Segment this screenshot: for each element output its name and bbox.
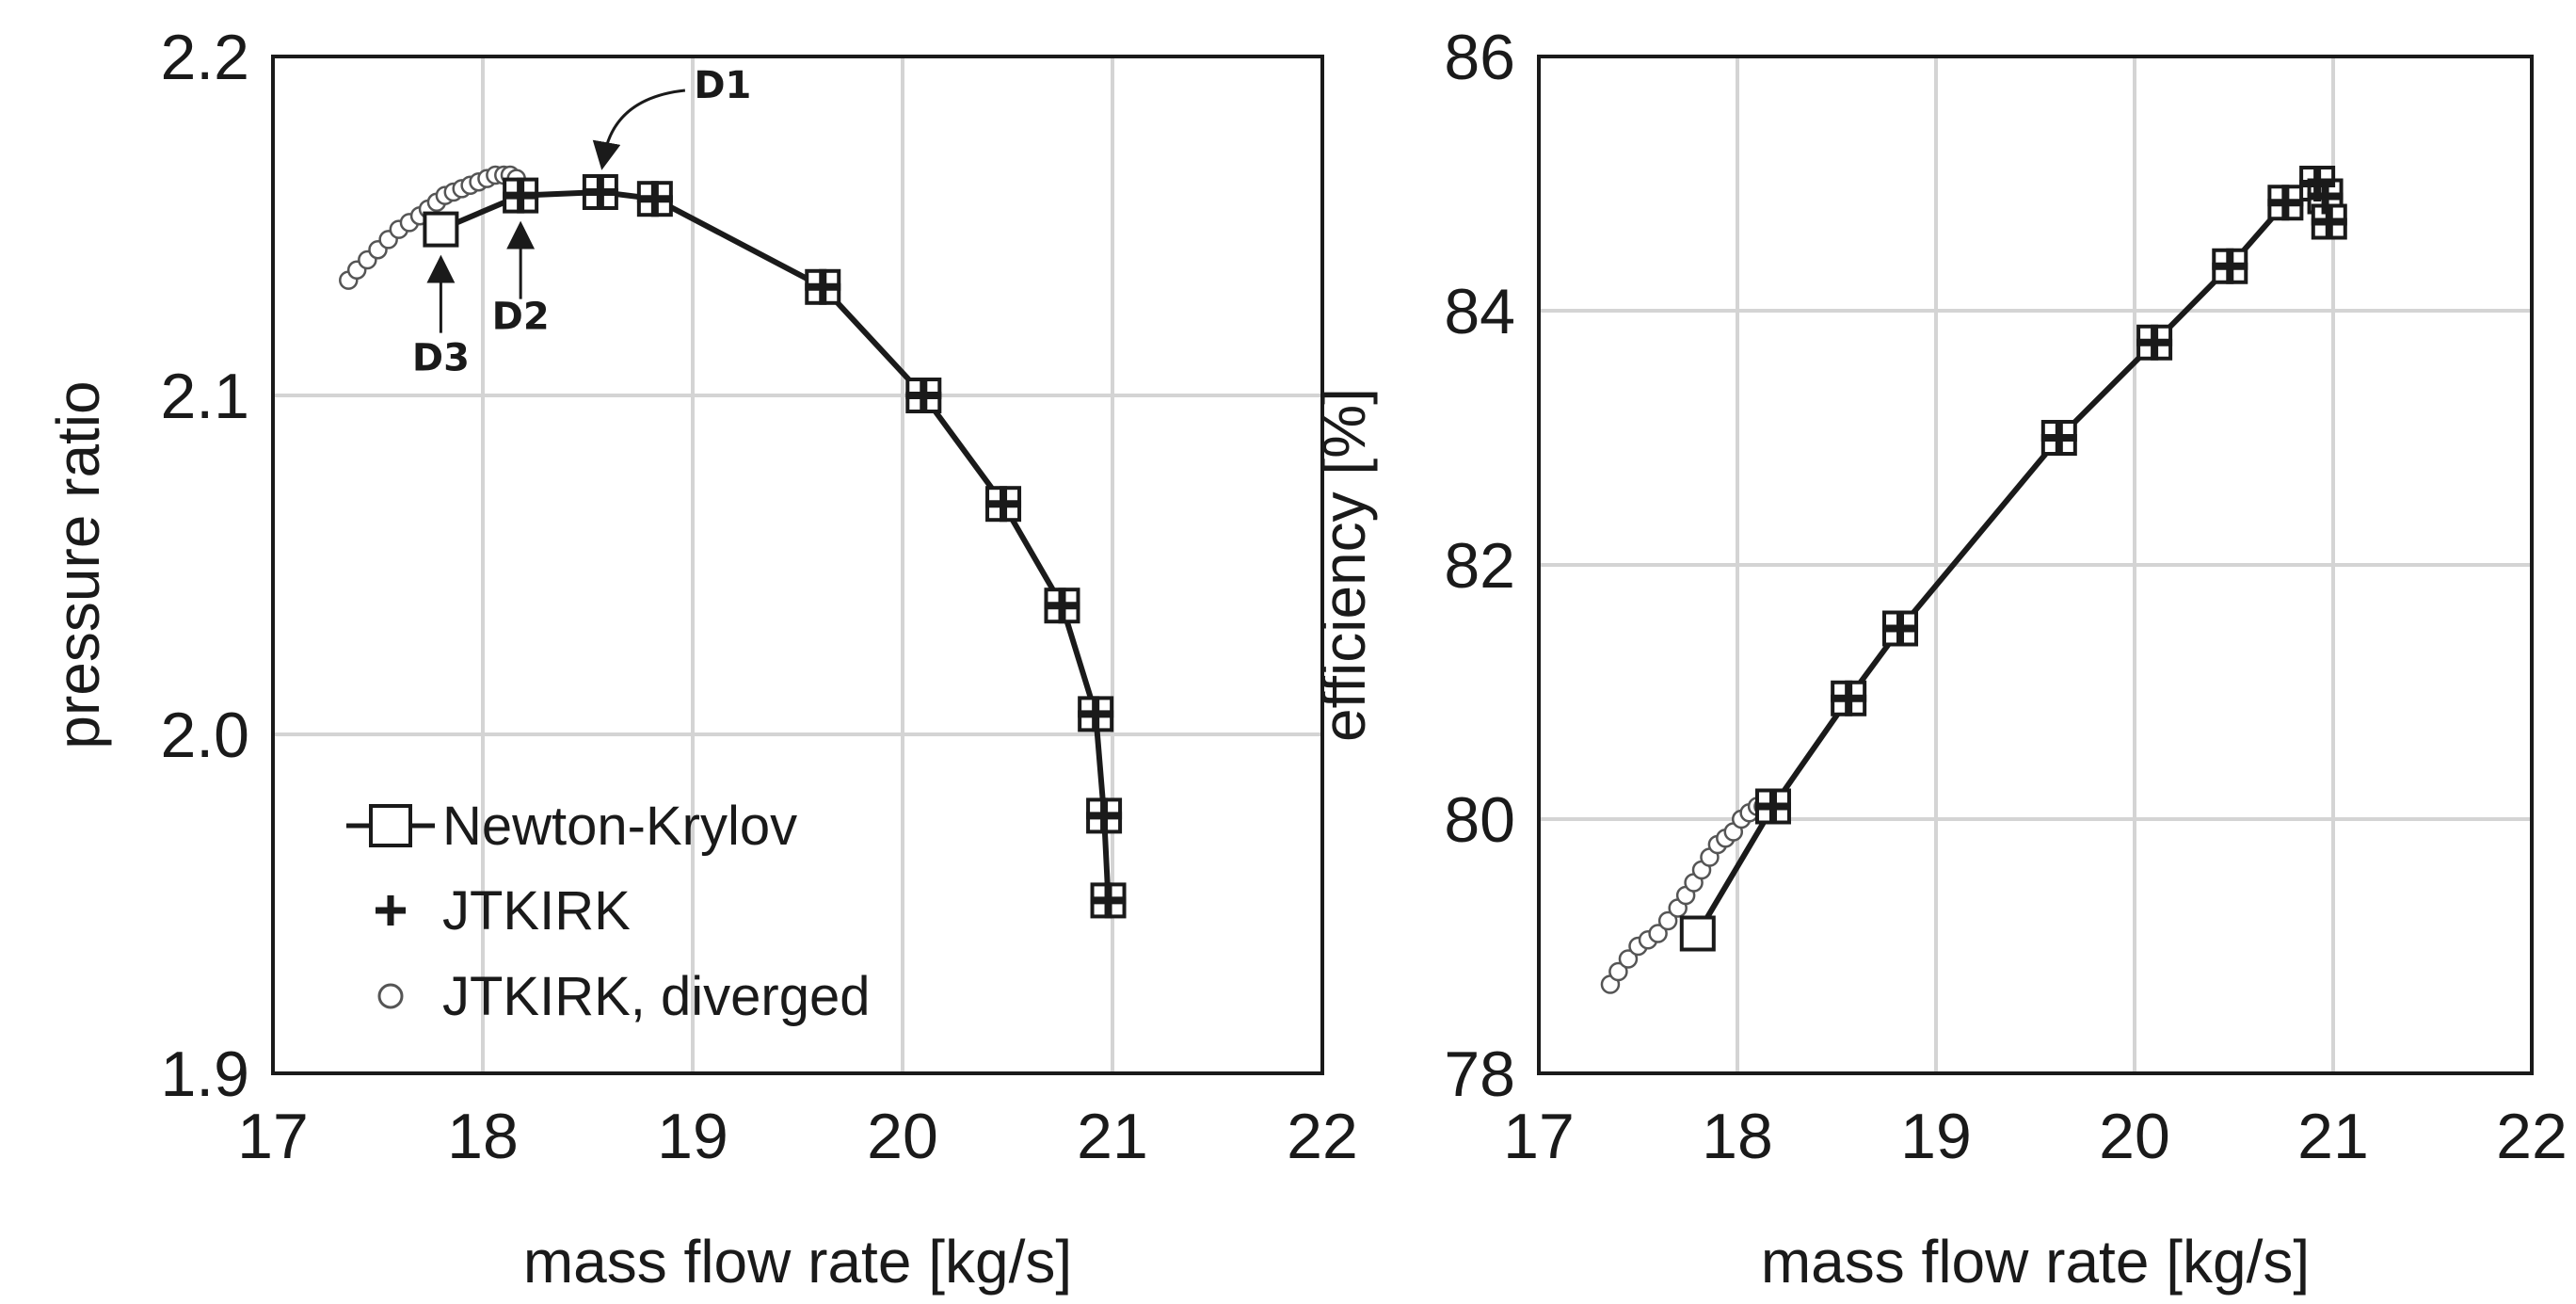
legend: Newton-Krylov JTKIRK JTKIRK, diverged (346, 796, 871, 1027)
jtkirk-point (1090, 882, 1127, 919)
jtkirk-point (805, 268, 841, 305)
x-tick-label: 20 (867, 1101, 938, 1172)
y-tick-label: 2.1 (160, 361, 249, 432)
jtkirk-point (905, 378, 942, 413)
x-tick-label: 21 (1077, 1101, 1148, 1172)
legend-marker-jtkirk (376, 895, 406, 926)
x-axis-title: mass flow rate [kg/s] (1761, 1228, 2310, 1296)
jtkirk-point (2267, 185, 2304, 221)
jtkirk-point (503, 177, 539, 214)
diverged-point (1618, 949, 1639, 969)
chart-panel-2: 17 18 19 20 21 22 78 80 82 84 86 mass flow rate [kg… (1310, 22, 2568, 1296)
jtkirk-point (582, 174, 618, 210)
y-tick-label: 80 (1444, 784, 1515, 856)
x-tick-label: 17 (1503, 1101, 1575, 1172)
annotation-label-d2: D2 (492, 296, 550, 339)
x-tick-label: 21 (2297, 1101, 2369, 1172)
jtkirk-point (985, 486, 1022, 523)
jtkirk-point (2212, 248, 2248, 284)
y-tick-label: 86 (1444, 22, 1515, 93)
series-newton-krylov (1679, 166, 2347, 952)
jtkirk-point (1754, 788, 1791, 825)
series-jtkirk-diverged (339, 165, 526, 290)
chart-panel-1: 17 18 19 20 21 22 1.9 2.0 2.1 2.2 mass flow rate [… (44, 22, 1358, 1296)
newton-krylov-point (423, 211, 459, 248)
jtkirk-point (2136, 324, 2173, 361)
legend-marker-jtkirk-diverged (377, 983, 404, 1009)
jtkirk-point (1044, 588, 1080, 624)
jtkirk-point (1882, 610, 1919, 647)
annotation-label-d1: D1 (694, 64, 751, 107)
annotation-label-d3: D3 (412, 337, 470, 380)
jtkirk-point (2311, 203, 2347, 240)
y-tick-label: 78 (1444, 1038, 1515, 1110)
x-tick-label: 22 (2496, 1101, 2568, 1172)
x-tick-label: 19 (1900, 1101, 1972, 1172)
legend-label: Newton-Krylov (442, 796, 797, 857)
legend-label: JTKIRK (442, 880, 631, 942)
diverged-point (1657, 910, 1678, 931)
annotations: D1 D2 D3 (412, 64, 752, 380)
plot-frame (1537, 55, 2534, 1075)
jtkirk-point (1086, 797, 1123, 834)
y-tick-label: 84 (1444, 276, 1515, 347)
jtkirk-point (636, 181, 673, 217)
jtkirk-point (1831, 680, 1867, 716)
plot-frame (271, 55, 1324, 1075)
jtkirk-point (1078, 696, 1114, 732)
series-jtkirk (1754, 166, 2347, 825)
jtkirk-point (2040, 420, 2077, 456)
newton-krylov-point (1679, 915, 1716, 952)
annotation-arrow-d1 (592, 89, 686, 170)
y-tick-label: 2.0 (160, 700, 249, 771)
x-axis-title: mass flow rate [kg/s] (523, 1228, 1072, 1296)
legend-marker-newton-krylov (369, 804, 412, 847)
series-jtkirk-diverged (1600, 790, 1780, 994)
x-tick-label: 18 (1702, 1101, 1773, 1172)
y-tick-label: 82 (1444, 530, 1515, 602)
jtkirk-point (2307, 178, 2344, 215)
y-axis-title: pressure ratio (44, 380, 112, 749)
x-tick-label: 22 (1287, 1101, 1358, 1172)
x-tick-label: 19 (657, 1101, 728, 1172)
y-tick-label: 2.2 (160, 22, 249, 93)
diverged-point (1608, 961, 1628, 982)
y-tick-label: 1.9 (160, 1038, 249, 1110)
x-tick-label: 20 (2099, 1101, 2170, 1172)
x-tick-label: 17 (237, 1101, 309, 1172)
legend-label: JTKIRK, diverged (442, 966, 871, 1027)
diverged-point (1648, 924, 1668, 943)
x-tick-label: 18 (447, 1101, 519, 1172)
y-axis-title: efficiency [%] (1310, 388, 1378, 742)
newton-krylov-line (1695, 181, 2332, 936)
series-jtkirk (503, 174, 1127, 919)
